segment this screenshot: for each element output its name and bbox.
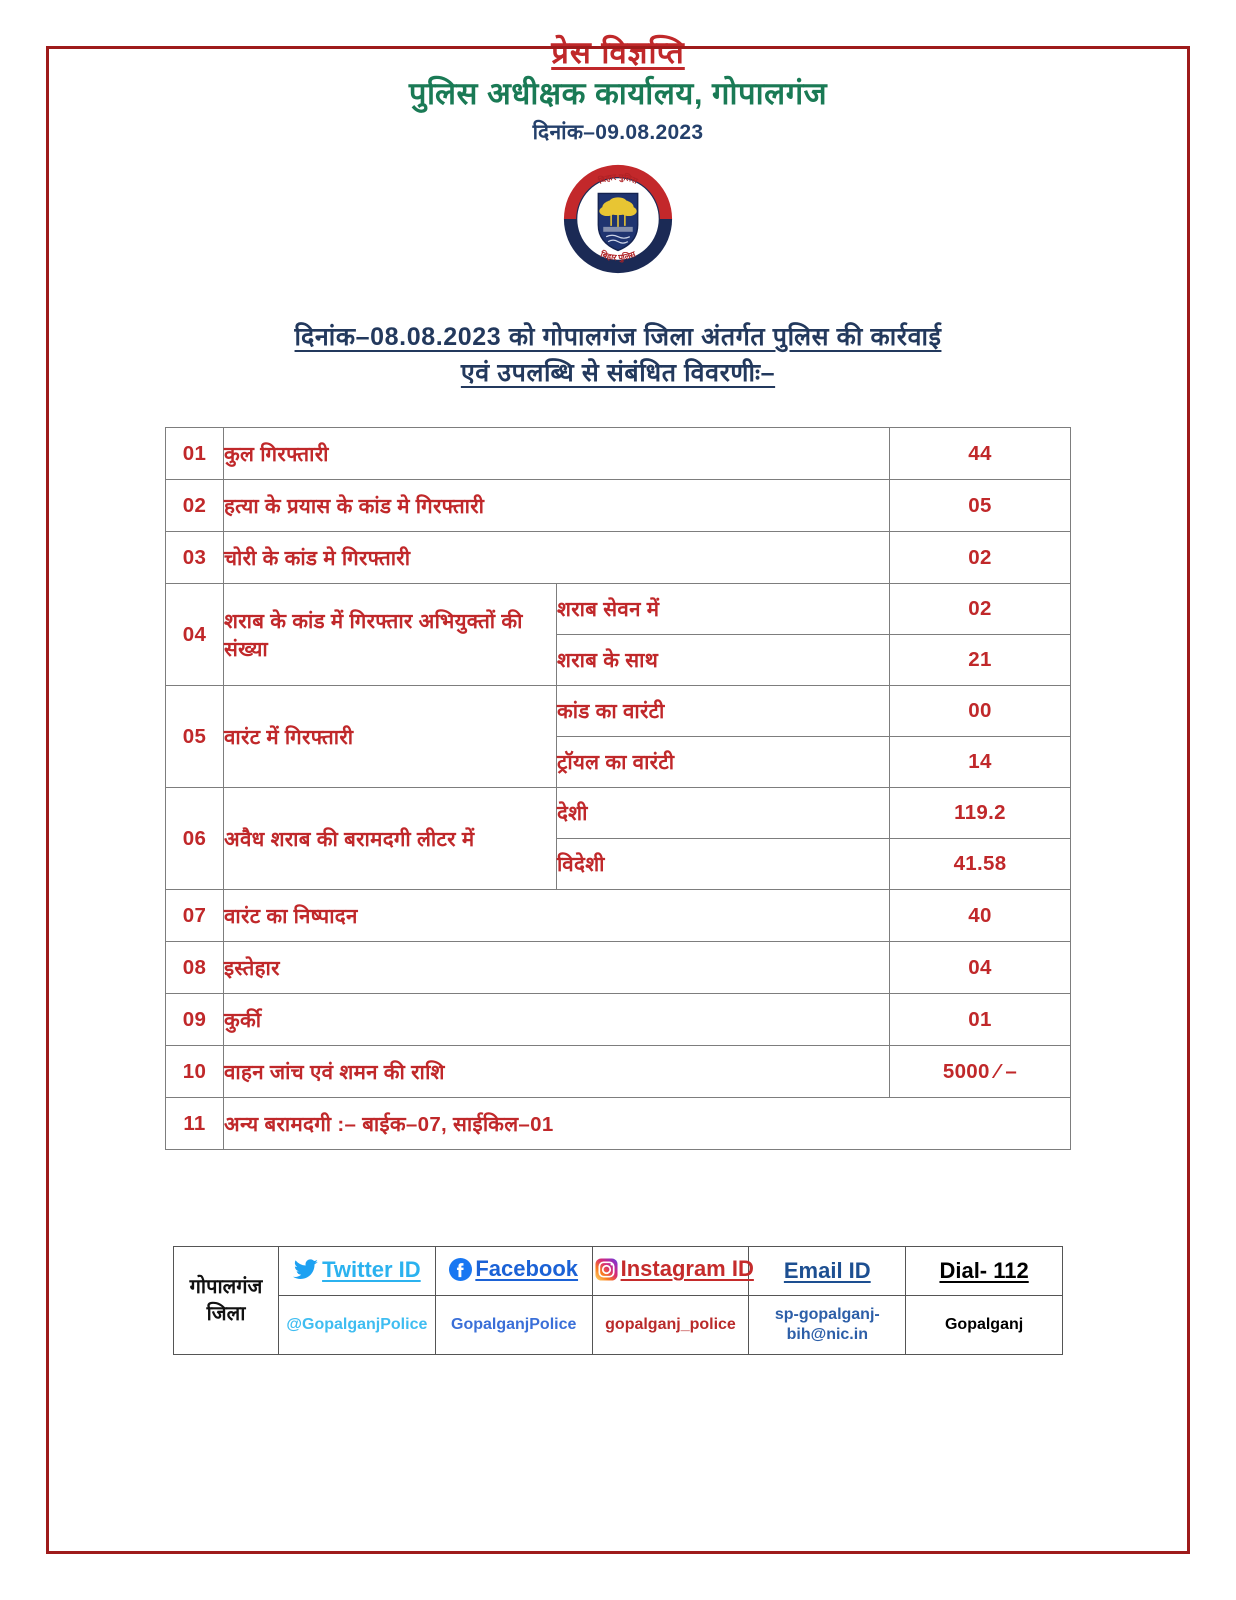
email-line1: sp-gopalganj- bbox=[774, 1306, 880, 1324]
email-address[interactable]: sp-gopalganj- bih@nic.in bbox=[748, 1295, 907, 1356]
dial-header-cell[interactable]: Dial- 112 bbox=[905, 1246, 1063, 1297]
district-label-line2: जिला bbox=[206, 1302, 246, 1325]
table-row: 04 शराब के कांड में गिरफ्तार अभियुक्तों … bbox=[165, 583, 1071, 687]
instagram-icon bbox=[595, 1258, 618, 1281]
dial-heading: Dial- 112 bbox=[939, 1258, 1029, 1284]
row-label: शराब के कांड में गिरफ्तार अभियुक्तों की … bbox=[223, 583, 557, 687]
row-label: अन्य बरामदगी :– बाईक–07, साईकिल–01 bbox=[223, 1097, 1071, 1151]
district-label: गोपालगंज जिला bbox=[173, 1246, 279, 1356]
twitter-icon bbox=[293, 1258, 319, 1279]
table-row: विदेशी 41.58 bbox=[166, 838, 1071, 891]
row-serial: 02 bbox=[165, 479, 224, 533]
twitter-heading: Twitter ID bbox=[322, 1256, 421, 1282]
row-value: 02 bbox=[889, 531, 1071, 585]
statistics-table: 01 कुल गिरफ्तारी 44 02 हत्या के प्रयास क… bbox=[165, 427, 1071, 1151]
row-label: हत्या के प्रयास के कांड मे गिरफ्तारी bbox=[223, 479, 890, 533]
social-media-table: गोपालगंज जिला Twitter ID bbox=[173, 1246, 1063, 1356]
row-sublabel: देशी bbox=[556, 787, 890, 840]
svg-text:बिहार पुलिस: बिहार पुलिस bbox=[598, 249, 637, 264]
svg-text:बिहार पुलिस: बिहार पुलिस bbox=[596, 172, 640, 187]
bihar-police-emblem: बिहार पुलिस बिहार पुलिस bbox=[563, 165, 673, 274]
table-row: 11 अन्य बरामदगी :– बाईक–07, साईकिल–01 bbox=[165, 1097, 1071, 1151]
row-label: वारंट का निष्पादन bbox=[223, 889, 890, 943]
row-value: 05 bbox=[889, 479, 1071, 533]
table-row: 06 अवैध शराब की बरामदगी लीटर में देशी 11… bbox=[165, 787, 1071, 891]
social-header-row: गोपालगंज जिला Twitter ID bbox=[173, 1246, 1063, 1356]
row-serial: 09 bbox=[165, 993, 224, 1047]
row-sublabel: शराब के साथ bbox=[556, 634, 890, 687]
row-serial: 06 bbox=[165, 787, 224, 891]
dial-location: Gopalganj bbox=[905, 1295, 1063, 1356]
row-label: चोरी के कांड मे गिरफ्तारी bbox=[223, 531, 890, 585]
row-label: वारंट में गिरफ्तारी bbox=[223, 685, 557, 789]
row-serial: 11 bbox=[165, 1097, 224, 1151]
document-header: प्रेस विज्ञप्ति पुलिस अधीक्षक कार्यालय, … bbox=[0, 0, 1236, 146]
facebook-icon bbox=[449, 1257, 473, 1281]
press-release-title: प्रेस विज्ञप्ति bbox=[551, 35, 685, 70]
table-row: 10 वाहन जांच एवं शमन की राशि 5000 ⁄ – bbox=[165, 1045, 1071, 1099]
row-value: 21 bbox=[889, 634, 1071, 687]
twitter-header-cell[interactable]: Twitter ID bbox=[278, 1246, 436, 1297]
table-row: 07 वारंट का निष्पादन 40 bbox=[165, 889, 1071, 943]
header-date: दिनांक–09.08.2023 bbox=[532, 121, 704, 145]
email-line2: bih@nic.in bbox=[786, 1326, 868, 1344]
table-row: शराब के साथ 21 bbox=[166, 634, 1071, 687]
statistics-table-container: 01 कुल गिरफ्तारी 44 02 हत्या के प्रयास क… bbox=[0, 427, 1236, 1151]
row-sublabel: शराब सेवन में bbox=[556, 583, 890, 636]
row-label: अवैध शराब की बरामदगी लीटर में bbox=[223, 787, 557, 891]
subtitle-line-2: एवं उपलब्धि से संबंधित विवरणीः– bbox=[460, 358, 776, 387]
table-row: 02 हत्या के प्रयास के कांड मे गिरफ्तारी … bbox=[165, 479, 1071, 533]
facebook-heading: Facebook bbox=[475, 1256, 579, 1282]
emblem-container: बिहार पुलिस बिहार पुलिस bbox=[0, 160, 1236, 278]
report-subtitle: दिनांक–08.08.2023 को गोपालगंज जिला अंतर्… bbox=[0, 320, 1236, 391]
twitter-handle[interactable]: @GopalganjPolice bbox=[278, 1295, 436, 1356]
row-value: 02 bbox=[889, 583, 1071, 636]
office-title: पुलिस अधीक्षक कार्यालय, गोपालगंज bbox=[408, 75, 828, 111]
instagram-heading: Instagram ID bbox=[620, 1256, 754, 1282]
page-decorative-border bbox=[46, 46, 1190, 1554]
row-label: इस्तेहार bbox=[223, 941, 890, 995]
row-label: वाहन जांच एवं शमन की राशि bbox=[223, 1045, 890, 1099]
email-heading: Email ID bbox=[783, 1258, 871, 1284]
row-value: 41.58 bbox=[889, 838, 1071, 891]
district-label-line1: गोपालगंज bbox=[189, 1275, 263, 1298]
social-media-footer-container: गोपालगंज जिला Twitter ID bbox=[0, 1246, 1236, 1356]
row-value: 44 bbox=[889, 427, 1071, 481]
row-value: 14 bbox=[889, 736, 1071, 789]
table-row: 09 कुर्की 01 bbox=[165, 993, 1071, 1047]
table-row: 03 चोरी के कांड मे गिरफ्तारी 02 bbox=[165, 531, 1071, 585]
email-header-cell[interactable]: Email ID bbox=[748, 1246, 907, 1297]
facebook-header-cell[interactable]: Facebook bbox=[434, 1246, 593, 1297]
subtitle-line-1: दिनांक–08.08.2023 को गोपालगंज जिला अंतर्… bbox=[294, 323, 942, 352]
social-value-row: @GopalganjPolice GopalganjPolice gopalga… bbox=[174, 1295, 1063, 1356]
facebook-handle[interactable]: GopalganjPolice bbox=[434, 1295, 593, 1356]
row-serial: 04 bbox=[165, 583, 224, 687]
row-serial: 05 bbox=[165, 685, 224, 789]
